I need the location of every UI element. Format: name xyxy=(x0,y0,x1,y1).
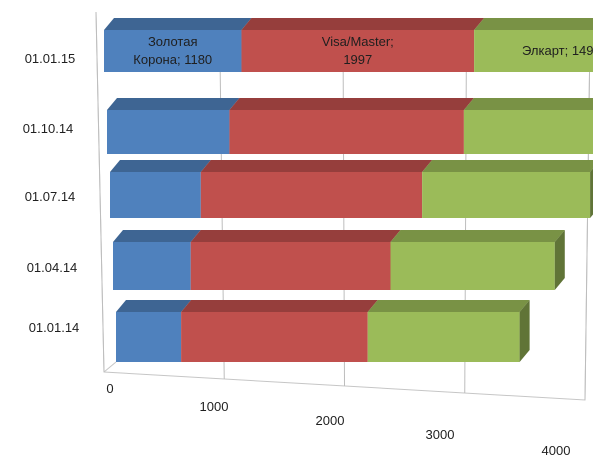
bar-segment xyxy=(181,312,368,362)
bar-top xyxy=(110,160,211,172)
bar-top xyxy=(241,18,485,30)
value-axis-labels: 0 1000 2000 3000 4000 xyxy=(106,381,570,458)
bar-top xyxy=(190,230,401,242)
bar-segment xyxy=(463,110,593,154)
x-tick-label: 1000 xyxy=(200,399,229,414)
category-label: 01.04.14 xyxy=(27,260,78,275)
bar-group xyxy=(116,300,530,362)
data-label-line: 1997 xyxy=(343,52,372,67)
bar-group xyxy=(107,98,593,154)
bar-top xyxy=(229,98,474,110)
bar-segment xyxy=(116,312,182,362)
bar-side xyxy=(519,300,530,362)
bar-side xyxy=(590,168,593,218)
data-label-line: Visa/Master; xyxy=(322,34,394,49)
data-label: Элкарт; 1498 xyxy=(522,43,593,58)
category-label: 01.01.14 xyxy=(29,320,80,335)
bar-segment xyxy=(367,312,520,362)
bar-group xyxy=(113,230,565,290)
bar-top xyxy=(463,98,593,110)
category-label: 01.10.14 xyxy=(23,121,74,136)
bar-segment xyxy=(104,30,242,72)
x-tick-label: 0 xyxy=(106,381,113,396)
bar-segment xyxy=(107,110,230,154)
bar-segment xyxy=(390,242,555,290)
bar-segment xyxy=(229,110,464,154)
category-label: 01.01.15 xyxy=(25,51,76,66)
data-label-line: Корона; 1180 xyxy=(133,52,212,67)
bar-segment xyxy=(474,30,593,72)
bar-group xyxy=(104,18,593,72)
data-label-line: Золотая xyxy=(148,34,198,49)
bar-top xyxy=(113,230,201,242)
bar-top xyxy=(422,160,593,172)
bar-segment xyxy=(200,172,423,218)
bar-top xyxy=(107,98,240,110)
gridline xyxy=(95,11,105,373)
x-tick-label: 2000 xyxy=(316,413,345,428)
bar-top xyxy=(104,18,252,30)
bar-group xyxy=(110,160,593,218)
bar-segment xyxy=(422,172,591,218)
floor-edge xyxy=(103,361,117,373)
bar-top xyxy=(390,230,565,242)
bar-top xyxy=(200,160,433,172)
bar-side xyxy=(554,230,565,290)
bar-segment xyxy=(241,30,475,72)
bar-top xyxy=(181,300,378,312)
category-label: 01.07.14 xyxy=(25,189,76,204)
bars xyxy=(104,18,593,362)
bar-top xyxy=(474,18,593,30)
bar-segment xyxy=(190,242,391,290)
bar-segment xyxy=(113,242,191,290)
data-label: Visa/Master; 1997 xyxy=(322,34,394,67)
x-tick-label: 4000 xyxy=(542,443,571,458)
data-labels: Золотая Корона; 1180 Visa/Master; 1997 Элкар… xyxy=(133,34,593,67)
bar-top xyxy=(367,300,530,312)
data-label-line: Элкарт; 1498 xyxy=(522,43,593,58)
x-tick-label: 3000 xyxy=(426,427,455,442)
data-label: Золотая Корона; 1180 xyxy=(133,34,212,67)
category-axis-labels: 01.01.15 01.10.14 01.07.14 01.04.14 01.01.14 xyxy=(23,51,80,335)
bar-top xyxy=(116,300,192,312)
gridline xyxy=(584,36,591,401)
bar-segment xyxy=(110,172,201,218)
